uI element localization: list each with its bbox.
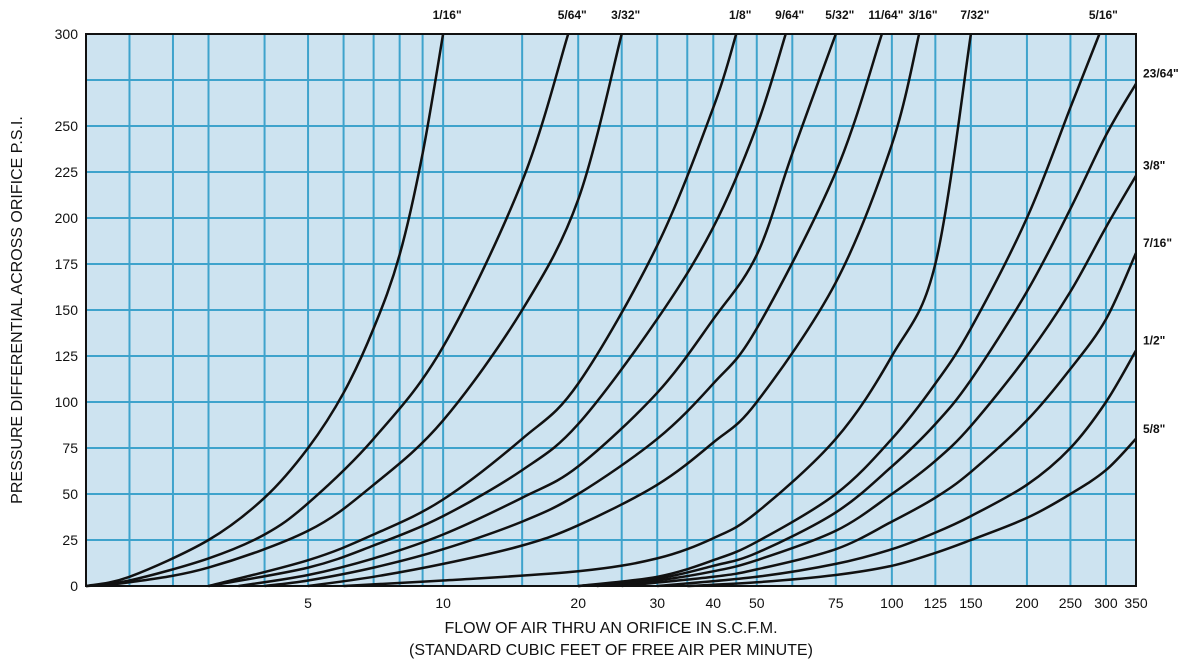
curve-size-label: 1/2" xyxy=(1143,333,1165,347)
x-tick-label: 350 xyxy=(1124,595,1148,611)
y-tick-label: 75 xyxy=(62,440,78,456)
curve-size-label: 5/8" xyxy=(1143,422,1165,436)
curve-size-label: 3/32" xyxy=(611,8,640,22)
grid-lines xyxy=(86,33,1136,587)
curve-size-label: 3/8" xyxy=(1143,159,1165,173)
curve-size-label: 7/16" xyxy=(1143,236,1172,250)
orifice-curve xyxy=(687,437,1137,588)
y-tick-label: 175 xyxy=(55,256,79,272)
y-tick-label: 200 xyxy=(55,210,79,226)
orifice-curve xyxy=(208,33,787,588)
y-tick-label: 150 xyxy=(55,302,79,318)
orifice-curve xyxy=(343,33,973,588)
curve-size-label: 1/16" xyxy=(433,8,462,22)
orifice-curve xyxy=(657,349,1138,588)
y-tick-label: 0 xyxy=(70,578,78,594)
x-tick-label: 100 xyxy=(880,595,904,611)
y-tick-label: 100 xyxy=(55,394,79,410)
x-tick-label: 150 xyxy=(959,595,983,611)
x-tick-label: 75 xyxy=(828,595,844,611)
y-tick-label: 250 xyxy=(55,118,79,134)
y-tick-label: 50 xyxy=(62,486,78,502)
y-tick-label: 300 xyxy=(55,26,79,42)
orifice-curves xyxy=(85,33,1138,588)
orifice-curve xyxy=(238,33,837,588)
orifice-curve xyxy=(85,33,570,588)
plot-frame xyxy=(85,33,1137,587)
curve-size-label: 5/64" xyxy=(558,8,587,22)
x-axis-title: FLOW OF AIR THRU AN ORIFICE IN S.C.F.M. xyxy=(444,620,777,637)
x-tick-label: 50 xyxy=(749,595,765,611)
curve-size-label: 9/64" xyxy=(775,8,804,22)
y-tick-label: 125 xyxy=(55,348,79,364)
orifice-curve xyxy=(621,252,1138,588)
curve-size-label: 11/64" xyxy=(868,8,903,22)
x-tick-label: 125 xyxy=(924,595,948,611)
curve-size-label: 23/64" xyxy=(1143,67,1179,81)
x-tick-label: 20 xyxy=(570,595,586,611)
curve-size-label: 5/16" xyxy=(1089,8,1118,22)
tick-labels: 0 25 50 75 100 125 150 175 200 225 250 300 5 10 20 30 40… xyxy=(55,8,1179,611)
x-tick-label: 40 xyxy=(706,595,722,611)
orifice-curve xyxy=(208,33,738,588)
y-tick-label: 25 xyxy=(62,532,78,548)
orifice-curve xyxy=(596,175,1138,588)
y-axis-title: PRESSURE DIFFERENTIAL ACROSS ORIFICE P.S… xyxy=(9,116,26,504)
x-tick-label: 30 xyxy=(649,595,665,611)
curve-size-label: 5/32" xyxy=(825,8,854,22)
x-tick-label: 5 xyxy=(304,595,312,611)
orifice-curve xyxy=(85,33,623,588)
orifice-curve xyxy=(307,33,921,588)
orifice-curve xyxy=(264,33,884,588)
orifice-curve xyxy=(578,83,1138,588)
y-tick-label: 225 xyxy=(55,164,79,180)
x-tick-label: 200 xyxy=(1015,595,1039,611)
x-tick-label: 10 xyxy=(435,595,451,611)
curve-size-label: 1/8" xyxy=(729,8,751,22)
curve-size-label: 3/16" xyxy=(909,8,938,22)
orifice-curve xyxy=(578,33,1101,588)
x-tick-label: 300 xyxy=(1094,595,1118,611)
x-tick-label: 250 xyxy=(1059,595,1083,611)
x-axis-subtitle: (STANDARD CUBIC FEET OF FREE AIR PER MIN… xyxy=(409,642,813,659)
curve-size-label: 7/32" xyxy=(960,8,989,22)
orifice-curve xyxy=(85,33,445,588)
